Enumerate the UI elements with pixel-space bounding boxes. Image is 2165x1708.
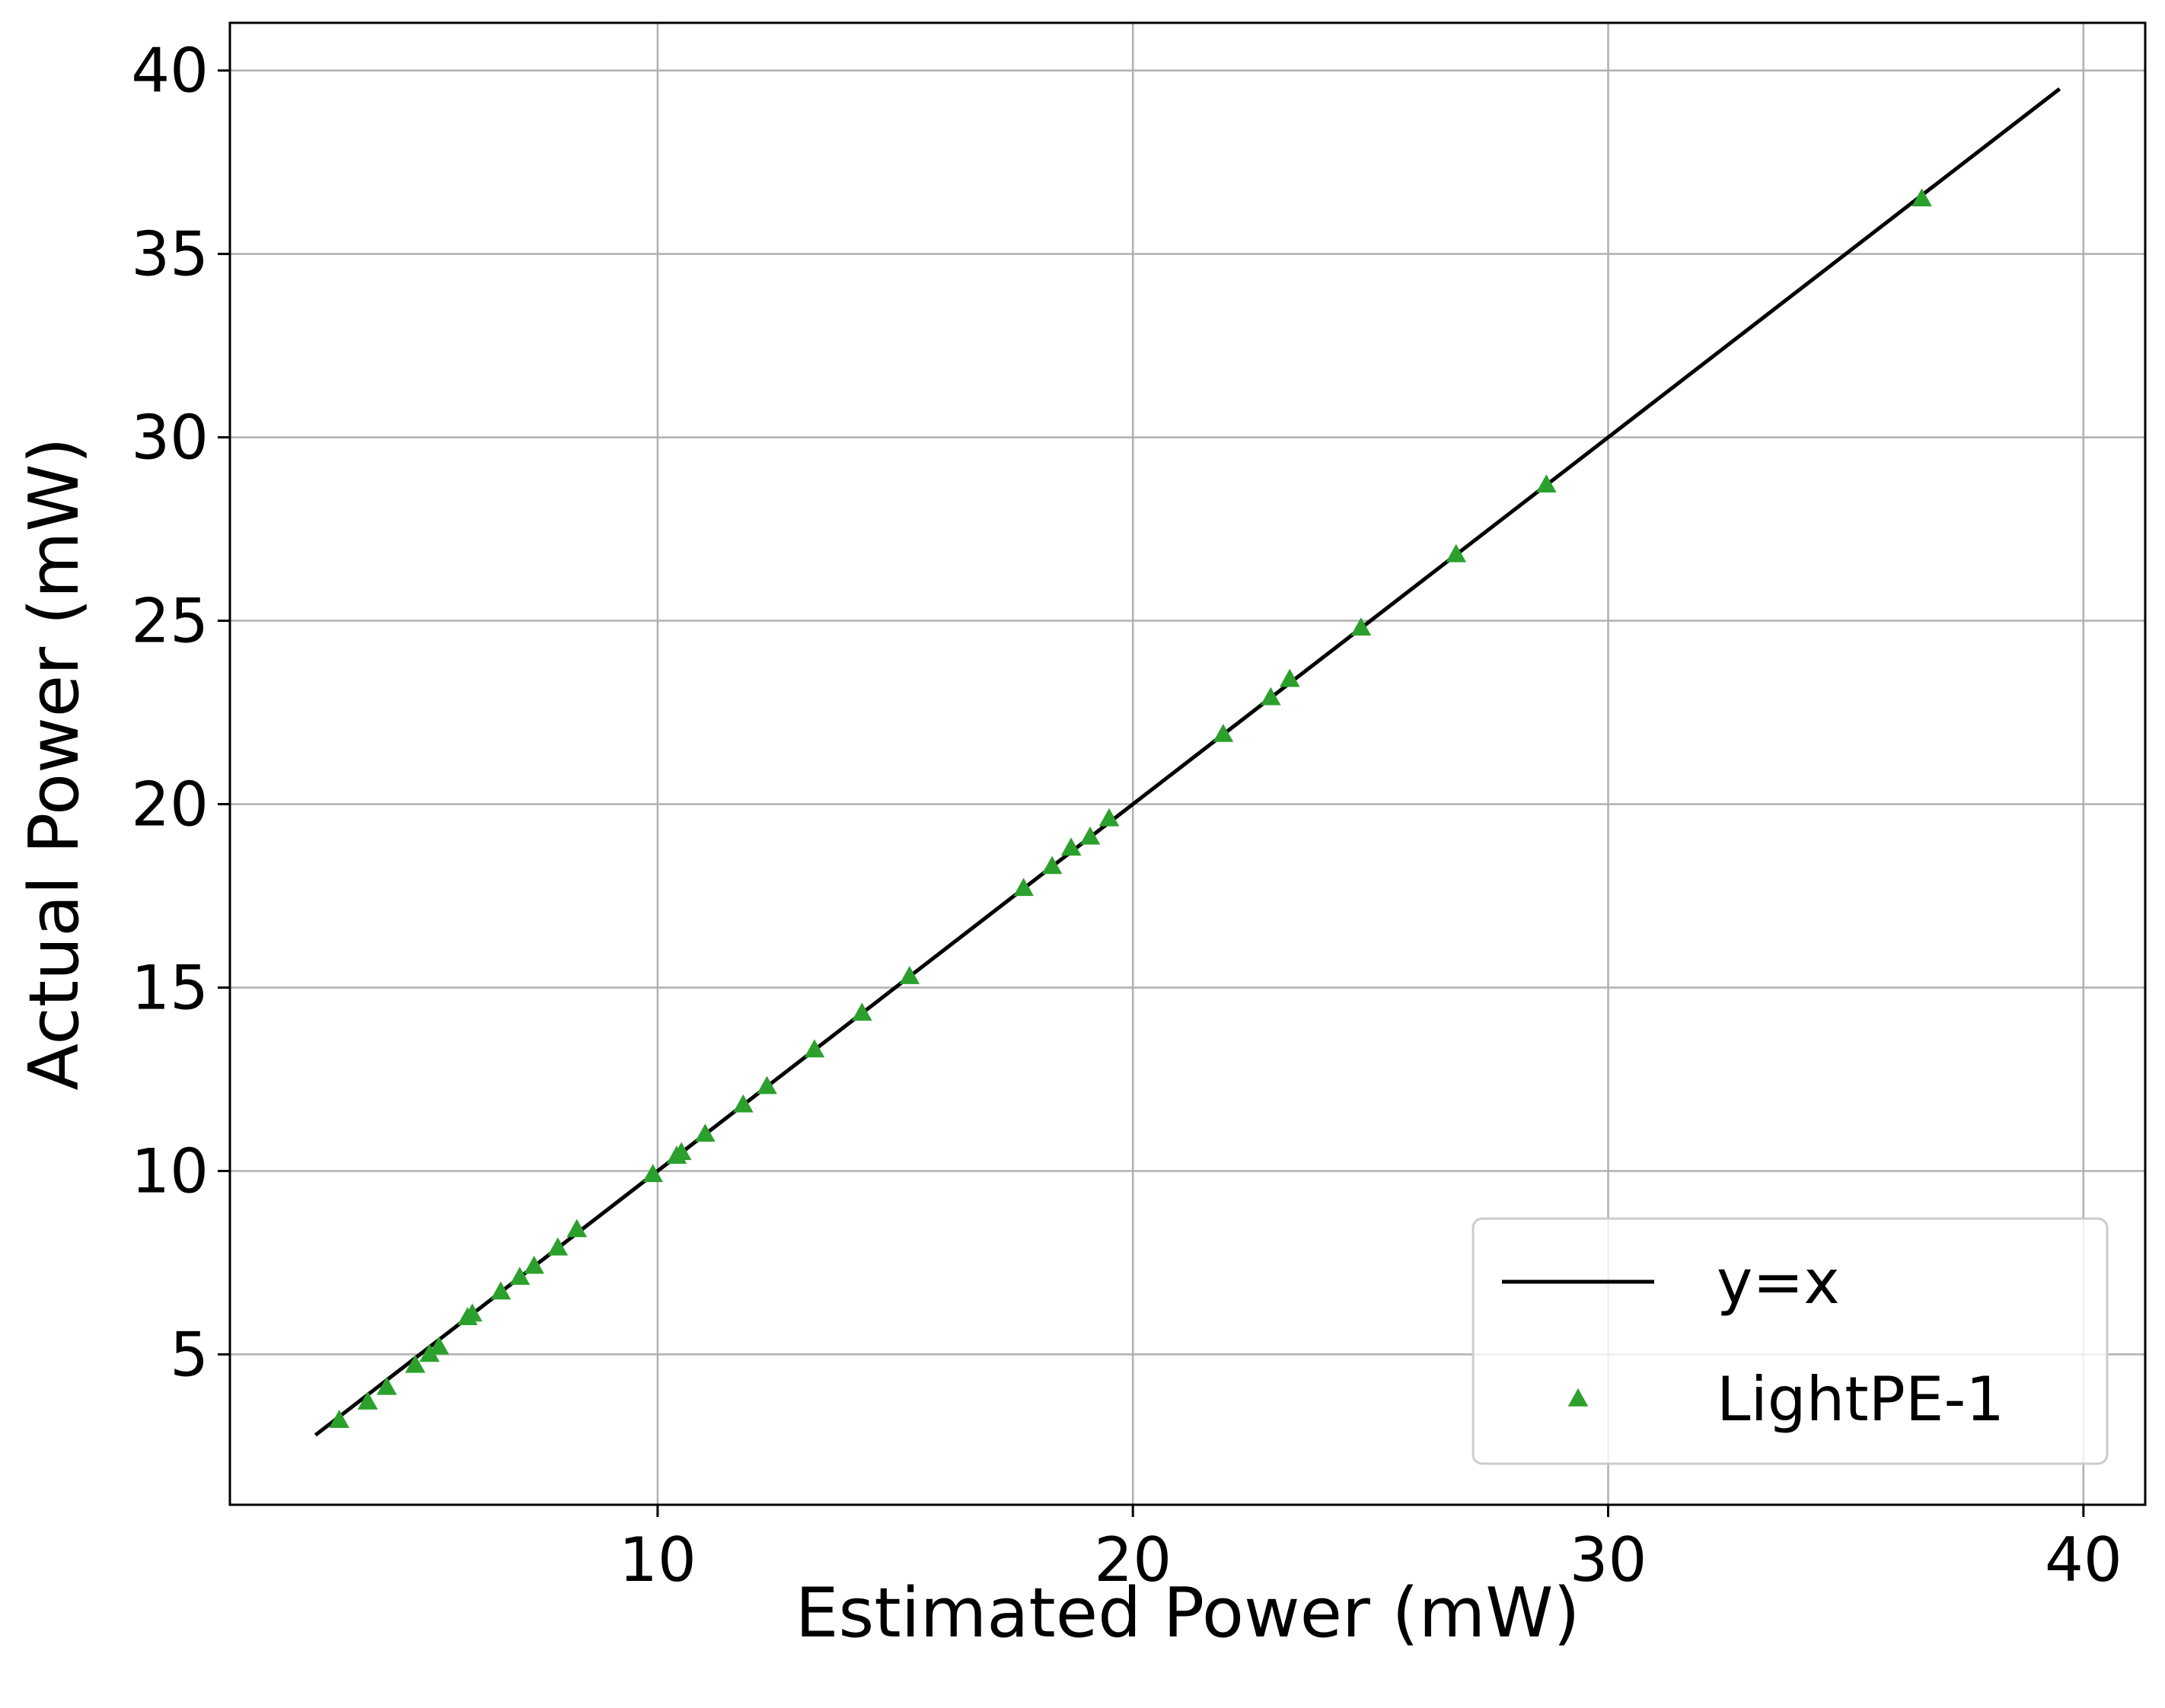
y-tick-label: 20 — [131, 770, 209, 840]
data-point — [1041, 856, 1063, 875]
data-point — [1013, 878, 1034, 897]
y-tick-label: 10 — [131, 1136, 209, 1206]
y-tick-label: 5 — [170, 1319, 209, 1390]
y-tick-label: 35 — [131, 219, 209, 290]
plot-frame — [228, 21, 2147, 1506]
data-point — [547, 1237, 569, 1256]
data-point — [429, 1336, 449, 1355]
data-point — [1912, 188, 1932, 207]
y-axis: 5 10 15 20 25 30 35 40 — [131, 36, 230, 1390]
plot-area — [314, 87, 2061, 1437]
x-axis: 10 20 30 40 — [619, 1505, 2122, 1595]
legend-label-line: y=x — [1717, 1247, 1840, 1318]
data-point — [1536, 474, 1557, 493]
data-point — [419, 1343, 440, 1362]
data-point — [671, 1142, 692, 1161]
data-point — [509, 1267, 531, 1286]
data-point — [357, 1391, 378, 1410]
data-point — [1260, 687, 1281, 706]
data-point — [566, 1219, 588, 1238]
y-tick-label: 25 — [131, 586, 209, 657]
grid — [230, 23, 2145, 1505]
data-point — [732, 1094, 754, 1113]
data-point — [405, 1354, 426, 1373]
identity-line — [314, 87, 2061, 1437]
data-point — [1079, 826, 1101, 845]
x-tick-label: 20 — [1094, 1525, 1172, 1595]
y-tick-label: 30 — [131, 403, 209, 473]
x-tick-label: 40 — [2045, 1525, 2122, 1595]
legend-marker-swatch — [1567, 1388, 1589, 1407]
data-point — [1350, 617, 1372, 636]
data-point — [1213, 723, 1234, 742]
data-point — [376, 1376, 397, 1395]
data-point — [852, 1002, 872, 1021]
data-point — [490, 1281, 512, 1300]
data-point — [462, 1303, 483, 1322]
data-point — [1446, 543, 1467, 562]
y-tick-label: 40 — [131, 36, 209, 107]
x-axis-label: Estimated Power (mW) — [796, 1573, 1580, 1653]
data-point — [899, 966, 920, 984]
y-axis-label: Actual Power (mW) — [14, 437, 94, 1090]
data-point — [524, 1255, 544, 1274]
data-point — [642, 1164, 663, 1183]
data-point — [695, 1123, 716, 1142]
data-point — [1060, 837, 1082, 856]
x-tick-label: 10 — [619, 1525, 697, 1595]
data-point — [1098, 808, 1120, 827]
legend-label-scatter: LightPE-1 — [1717, 1364, 2004, 1435]
x-tick-label: 30 — [1570, 1525, 1647, 1595]
data-point — [329, 1410, 349, 1428]
data-point — [804, 1039, 825, 1058]
data-point — [757, 1075, 777, 1095]
data-point — [1279, 668, 1300, 687]
y-tick-label: 15 — [131, 952, 209, 1023]
legend: y=x LightPE-1 — [1471, 1217, 2109, 1465]
